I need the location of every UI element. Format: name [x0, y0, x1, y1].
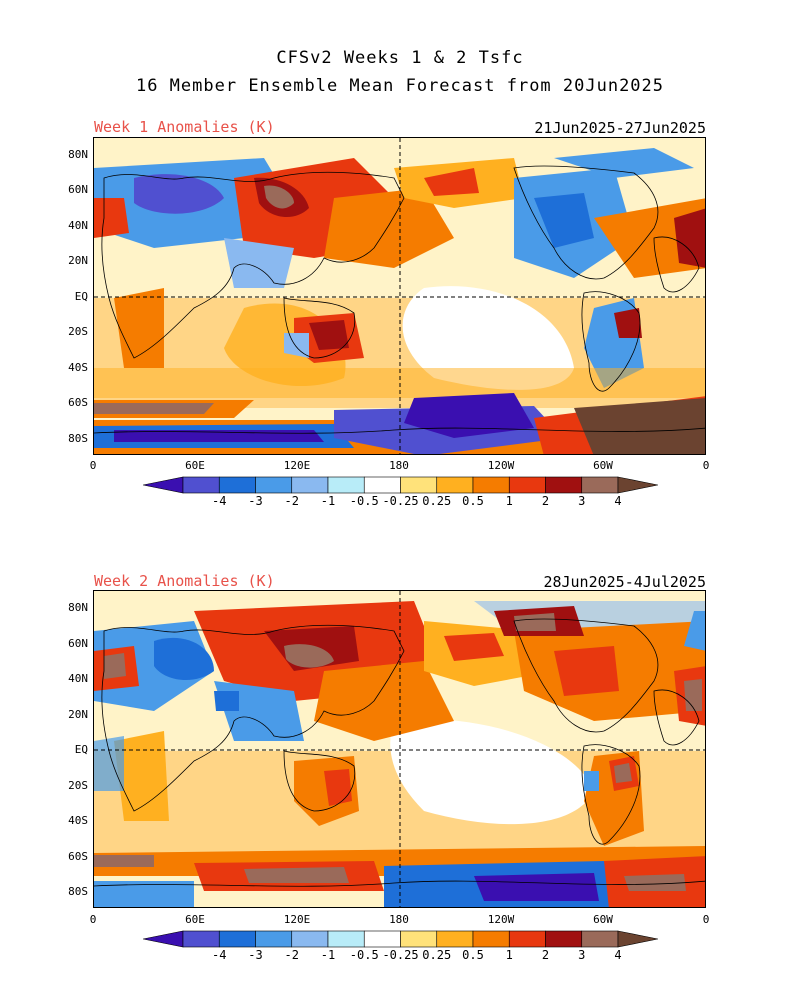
week1-colorbar-labels: -4 -3 -2 -1 -0.5 -0.25 0.25 0.5 1 2 3 4: [0, 494, 800, 510]
p2-lat-60S: 60S: [68, 850, 88, 863]
p1-lon-60E: 60E: [185, 459, 205, 472]
colorbar-swatch: [581, 930, 619, 948]
colorbar-tick-label: -0.25: [382, 948, 419, 962]
p1-lat-20S: 20S: [68, 325, 88, 338]
colorbar-swatch: [327, 476, 365, 494]
colorbar-tick-label: 2: [541, 948, 550, 962]
colorbar-tick-label: 1: [505, 948, 513, 962]
colorbar-end-low: [142, 476, 184, 494]
colorbar-swatch: [291, 930, 329, 948]
p1-lon-0: 0: [89, 459, 97, 472]
colorbar-swatch: [545, 930, 583, 948]
colorbar-tick-label: 3: [578, 948, 586, 962]
p2-lat-80S: 80S: [68, 885, 88, 898]
colorbar-swatch: [472, 930, 510, 948]
colorbar-swatch: [363, 930, 401, 948]
colorbar-tick-label: 0.5: [462, 494, 484, 508]
p1-lat-EQ: EQ: [74, 290, 88, 303]
p1-lat-20N: 20N: [68, 254, 88, 267]
p2-lon-0: 0: [89, 913, 97, 926]
colorbar-tick-label: 4: [614, 948, 622, 962]
week2-colorbar-labels: -4 -3 -2 -1 -0.5 -0.25 0.25 0.5 1 2 3 4: [0, 948, 800, 964]
colorbar-tick-label: -4: [212, 494, 227, 508]
colorbar-swatch: [255, 476, 293, 494]
colorbar-swatch: [581, 476, 619, 494]
colorbar-swatch: [218, 476, 256, 494]
colorbar-swatch: [436, 930, 474, 948]
week2-anomaly-map: [93, 590, 706, 908]
colorbar-swatch: [400, 930, 438, 948]
colorbar-swatch: [327, 930, 365, 948]
p2-lat-20N: 20N: [68, 708, 88, 721]
week1-colorbar: [142, 476, 659, 498]
p2-lon-60E: 60E: [185, 913, 205, 926]
p1-lon-0-east: 0: [702, 459, 710, 472]
colorbar-tick-label: 1: [505, 494, 513, 508]
colorbar-tick-label: -1: [320, 494, 336, 508]
p1-lon-60W: 60W: [593, 459, 613, 472]
week1-anomaly-map: [93, 137, 706, 455]
colorbar-swatch: [182, 930, 220, 948]
colorbar-tick-label: 4: [614, 494, 622, 508]
p1-lon-120W: 120W: [487, 459, 515, 472]
colorbar-tick-label: -2: [284, 494, 299, 508]
p2-lat-20S: 20S: [68, 779, 88, 792]
p2-lon-0-east: 0: [702, 913, 710, 926]
chart-title-line2: 16 Member Ensemble Mean Forecast from 20…: [135, 76, 665, 96]
colorbar-tick-label: 0.5: [462, 948, 484, 962]
colorbar-swatch: [291, 476, 329, 494]
panel2-label: Week 2 Anomalies (K): [94, 572, 275, 590]
colorbar-end-high: [617, 476, 659, 494]
colorbar-tick-label: -3: [248, 494, 263, 508]
p2-lon-180: 180: [389, 913, 409, 926]
colorbar-tick-label: 0.25: [422, 494, 452, 508]
colorbar-tick-label: -0.25: [382, 494, 419, 508]
colorbar-swatch: [472, 476, 510, 494]
week2-colorbar: [142, 930, 659, 952]
colorbar-swatch: [400, 476, 438, 494]
p1-lat-40N: 40N: [68, 219, 88, 232]
p2-lat-60N: 60N: [68, 637, 88, 650]
p2-lon-60W: 60W: [593, 913, 613, 926]
colorbar-swatch: [508, 930, 546, 948]
p1-lon-180: 180: [389, 459, 409, 472]
colorbar-tick-label: -0.5: [349, 494, 379, 508]
p1-lat-80N: 80N: [68, 148, 88, 161]
p2-lat-80N: 80N: [68, 601, 88, 614]
p2-lon-120E: 120E: [283, 913, 311, 926]
panel1-label: Week 1 Anomalies (K): [94, 118, 275, 136]
p1-lon-120E: 120E: [283, 459, 311, 472]
colorbar-swatch: [363, 476, 401, 494]
p1-lat-40S: 40S: [68, 361, 88, 374]
p1-lat-60N: 60N: [68, 183, 88, 196]
colorbar-tick-label: 0.25: [422, 948, 452, 962]
colorbar-tick-label: -2: [284, 948, 299, 962]
p2-lon-120W: 120W: [487, 913, 515, 926]
chart-title-line1: CFSv2 Weeks 1 & 2 Tsfc: [276, 48, 524, 68]
colorbar-end-low: [142, 930, 184, 948]
colorbar-tick-label: -1: [320, 948, 336, 962]
colorbar-swatch: [182, 476, 220, 494]
colorbar-end-high: [617, 930, 659, 948]
p1-lat-60S: 60S: [68, 396, 88, 409]
p2-lat-40N: 40N: [68, 672, 88, 685]
panel1-dates: 21Jun2025-27Jun2025: [534, 119, 706, 137]
panel2-dates: 28Jun2025-4Jul2025: [543, 573, 706, 591]
p2-lat-EQ: EQ: [74, 743, 88, 756]
colorbar-swatch: [508, 476, 546, 494]
colorbar-tick-label: -3: [248, 948, 263, 962]
colorbar-tick-label: -4: [212, 948, 227, 962]
colorbar-tick-label: -0.5: [349, 948, 379, 962]
colorbar-swatch: [218, 930, 256, 948]
colorbar-swatch: [255, 930, 293, 948]
colorbar-tick-label: 3: [578, 494, 586, 508]
p1-lat-80S: 80S: [68, 432, 88, 445]
colorbar-swatch: [545, 476, 583, 494]
colorbar-swatch: [436, 476, 474, 494]
p2-lat-40S: 40S: [68, 814, 88, 827]
colorbar-tick-label: 2: [541, 494, 550, 508]
